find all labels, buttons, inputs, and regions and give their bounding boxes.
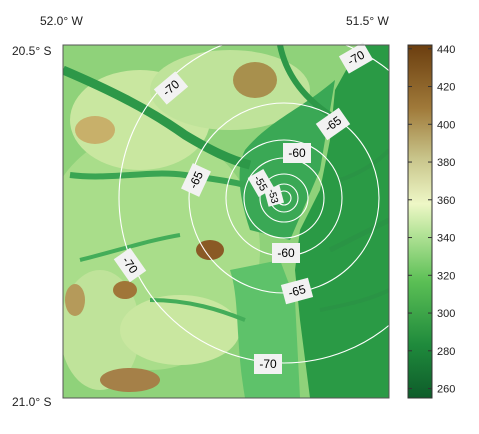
contour-label-10: -70 — [113, 247, 147, 283]
contour-labels: -70 -70 -65 -60 -65 -55 -53 -60 — [113, 42, 374, 374]
contour-label-1: -70 — [338, 42, 374, 74]
high-ground-2 — [75, 116, 115, 144]
tributary-south — [149, 298, 246, 322]
high-ground-6 — [113, 281, 137, 299]
tributary-north — [277, 45, 332, 118]
river-valley-east — [295, 45, 389, 398]
contour-label-5: -65 — [181, 163, 211, 197]
contour-label-3: -65 — [315, 107, 351, 141]
high-ground-1 — [233, 62, 277, 98]
terrain-layer — [63, 45, 389, 398]
contour-label-4: -60 — [283, 143, 311, 163]
tributary-nw — [63, 65, 252, 170]
colorbar-tick-label: 300 — [437, 308, 455, 320]
colorbar — [407, 44, 433, 399]
tributary-sw — [79, 233, 181, 262]
lat-label-top: 20.5° S — [12, 44, 52, 58]
terrain-upland-south — [120, 295, 240, 365]
contour-label-8: -60 — [272, 243, 300, 263]
colorbar-tick-label: 380 — [437, 157, 455, 169]
contour-label-8-text: -60 — [277, 246, 295, 260]
contour-label-7-text: -53 — [265, 188, 279, 205]
tributary-east — [328, 217, 389, 253]
contour-label-4-text: -60 — [288, 146, 306, 160]
high-ground-4 — [100, 368, 160, 392]
colorbar-tick-label: 420 — [437, 82, 455, 94]
lat-label-bottom: 21.0° S — [12, 395, 52, 409]
contour-label-5-text: -65 — [186, 169, 206, 191]
contour-ring-7 — [118, 45, 389, 364]
contour-ring-3 — [259, 173, 309, 223]
colorbar-tick-label: 320 — [437, 270, 455, 282]
contour-label-11: -70 — [254, 354, 282, 374]
colorbar-ticks: 440 420 400 380 360 340 320 300 280 260 — [408, 44, 455, 396]
contour-label-11-text: -70 — [259, 357, 277, 371]
contour-label-9: -65 — [280, 277, 314, 305]
map-frame — [62, 44, 390, 399]
tributary-east-2 — [319, 288, 389, 312]
contour-label-9-text: -65 — [287, 282, 308, 300]
contour-label-7: -53 — [263, 185, 285, 207]
tributary-west — [69, 170, 246, 188]
lon-label-right: 51.5° W — [346, 14, 389, 28]
high-ground-5 — [65, 284, 85, 316]
colorbar-tick-label: 340 — [437, 233, 455, 245]
tributary-east-3 — [339, 148, 389, 182]
lon-label-left: 52.0° W — [40, 14, 83, 28]
colorbar-tick-label: 260 — [437, 384, 455, 396]
contour-label-2: -70 — [153, 71, 189, 105]
high-ground-3 — [196, 240, 224, 260]
colorbar-tick-label: 360 — [437, 195, 455, 207]
colorbar-tick-label: 440 — [437, 44, 455, 56]
colorbar-tick-label: 280 — [437, 346, 455, 358]
colorbar-tick-label: 400 — [437, 119, 455, 131]
